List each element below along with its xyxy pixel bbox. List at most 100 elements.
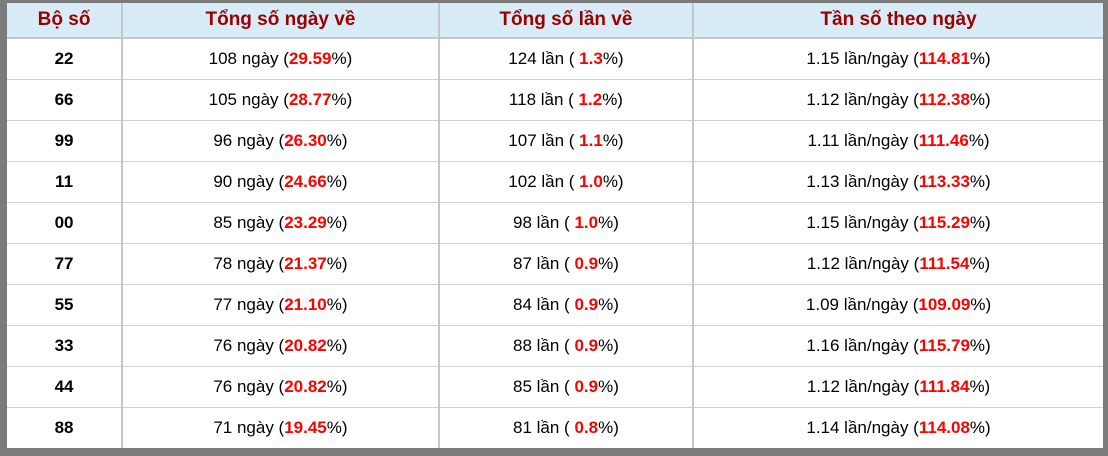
pair-cell: 11 (7, 161, 123, 203)
table-header: Bộ số Tổng số ngày về Tổng số lần về Tần… (7, 3, 1103, 39)
header-row: Bộ số Tổng số ngày về Tổng số lần về Tần… (7, 3, 1103, 39)
pair-cell: 44 (7, 366, 123, 408)
stats-table-body: 22 108 ngày (29.59%) 124 lần ( 1.3%) 1.15 l… (7, 38, 1103, 448)
days-cell-percent: 26.30 (284, 131, 327, 151)
pair-cell: 33 (7, 325, 123, 367)
times-cell-suffix: %) (598, 336, 619, 356)
pair-cell: 22 (7, 38, 123, 80)
frequency-cell-suffix: %) (969, 254, 991, 274)
frequency-cell: 1.12 lần/ngày (111.84%) (692, 366, 1103, 408)
times-cell-suffix: %) (598, 254, 619, 274)
pair-cell: 77 (7, 243, 123, 285)
times-cell-text: 85 lần ( (513, 377, 575, 397)
days-cell-suffix: %) (326, 336, 348, 356)
times-cell-percent: 1.0 (574, 213, 599, 233)
days-cell-text: 85 ngày ( (213, 213, 285, 233)
pair-cell: 88 (7, 407, 123, 448)
days-cell-percent: 29.59 (288, 49, 332, 69)
col-header-days: Tổng số ngày về (121, 3, 439, 39)
col-header-times: Tổng số lần về (437, 3, 694, 39)
days-cell-suffix: %) (326, 131, 348, 151)
days-cell-text: 78 ngày ( (213, 254, 285, 274)
times-cell-text: 102 lần ( (508, 172, 580, 192)
times-cell-percent: 0.9 (574, 377, 599, 397)
times-cell-suffix: %) (602, 131, 624, 151)
frequency-cell: 1.15 lần/ngày (114.81%) (692, 38, 1103, 80)
times-cell: 102 lần ( 1.0%) (437, 161, 694, 203)
days-cell: 90 ngày (24.66%) (121, 161, 439, 203)
days-cell-text: 105 ngày ( (208, 90, 289, 110)
times-cell: 88 lần ( 0.9%) (437, 325, 694, 367)
days-cell-suffix: %) (326, 213, 348, 233)
frequency-cell-percent: 109.09 (918, 295, 971, 315)
times-cell-text: 81 lần ( (513, 418, 575, 438)
times-cell: 87 lần ( 0.9%) (437, 243, 694, 285)
times-cell: 118 lần ( 1.2%) (437, 79, 694, 121)
frequency-cell-percent: 114.08 (918, 418, 970, 438)
days-cell-suffix: %) (326, 377, 348, 397)
frequency-cell: 1.13 lần/ngày (113.33%) (692, 161, 1103, 203)
days-cell-text: 90 ngày ( (213, 172, 285, 192)
times-cell: 85 lần ( 0.9%) (437, 366, 694, 408)
days-cell-text: 76 ngày ( (213, 377, 285, 397)
times-cell-text: 84 lần ( (513, 295, 575, 315)
times-cell: 81 lần ( 0.8%) (437, 407, 694, 448)
days-cell: 96 ngày (26.30%) (121, 120, 439, 162)
frequency-cell-suffix: %) (969, 90, 991, 110)
frequency-cell-percent: 111.54 (919, 254, 970, 274)
table-row: 55 77 ngày (21.10%) 84 lần ( 0.9%) 1.09 lần… (7, 284, 1103, 326)
times-cell-suffix: %) (598, 418, 619, 438)
frequency-cell-percent: 115.79 (918, 336, 970, 356)
frequency-cell-percent: 114.81 (918, 49, 970, 69)
table-row: 11 90 ngày (24.66%) 102 lần ( 1.0%) 1.13 lầ… (7, 161, 1103, 203)
table-row: 66 105 ngày (28.77%) 118 lần ( 1.2%) 1.12 l… (7, 79, 1103, 121)
days-cell: 78 ngày (21.37%) (121, 243, 439, 285)
days-cell-percent: 28.77 (288, 90, 332, 110)
frequency-cell-text: 1.09 lần/ngày ( (805, 295, 919, 315)
days-cell-percent: 19.45 (284, 418, 327, 438)
times-cell-percent: 1.2 (578, 90, 603, 110)
days-cell-text: 71 ngày ( (213, 418, 285, 438)
frequency-cell-text: 1.16 lần/ngày ( (806, 336, 919, 356)
times-cell: 124 lần ( 1.3%) (437, 38, 694, 80)
frequency-cell-percent: 111.84 (919, 377, 970, 397)
pair-cell: 99 (7, 120, 123, 162)
times-cell-text: 118 lần ( (508, 90, 579, 110)
frequency-cell-text: 1.11 lần/ngày ( (807, 131, 919, 151)
times-cell-suffix: %) (598, 295, 619, 315)
frequency-cell-suffix: %) (969, 418, 991, 438)
frequency-cell-text: 1.15 lần/ngày ( (806, 49, 919, 69)
frequency-cell-percent: 115.29 (918, 213, 970, 233)
table-row: 22 108 ngày (29.59%) 124 lần ( 1.3%) 1.15 l… (7, 38, 1103, 80)
times-cell-suffix: %) (602, 172, 624, 192)
times-cell-text: 124 lần ( (508, 49, 580, 69)
times-cell-suffix: %) (602, 49, 624, 69)
times-cell-percent: 1.1 (579, 131, 603, 151)
frequency-cell-suffix: %) (970, 295, 992, 315)
days-cell-suffix: %) (326, 418, 348, 438)
times-cell: 98 lần ( 1.0%) (437, 202, 694, 244)
times-cell-percent: 1.3 (579, 49, 603, 69)
frequency-cell-percent: 112.38 (918, 90, 970, 110)
frequency-cell: 1.15 lần/ngày (115.29%) (692, 202, 1103, 244)
days-cell: 76 ngày (20.82%) (121, 325, 439, 367)
times-cell: 84 lần ( 0.9%) (437, 284, 694, 326)
pair-cell: 55 (7, 284, 123, 326)
frequency-cell: 1.09 lần/ngày (109.09%) (692, 284, 1103, 326)
days-cell: 71 ngày (19.45%) (121, 407, 439, 448)
pair-cell: 66 (7, 79, 123, 121)
days-cell-percent: 21.10 (284, 295, 327, 315)
days-cell: 85 ngày (23.29%) (121, 202, 439, 244)
frequency-cell-suffix: %) (969, 377, 991, 397)
times-cell-percent: 0.9 (574, 254, 599, 274)
frequency-cell-text: 1.13 lần/ngày ( (806, 172, 919, 192)
lottery-pair-stats-table: Bộ số Tổng số ngày về Tổng số lần về Tần… (7, 3, 1103, 448)
days-cell-suffix: %) (331, 49, 353, 69)
times-cell-percent: 1.0 (579, 172, 603, 192)
frequency-cell-suffix: %) (969, 336, 991, 356)
days-cell: 105 ngày (28.77%) (121, 79, 439, 121)
frequency-cell-text: 1.12 lần/ngày ( (806, 377, 920, 397)
days-cell: 77 ngày (21.10%) (121, 284, 439, 326)
days-cell-text: 96 ngày ( (213, 131, 285, 151)
